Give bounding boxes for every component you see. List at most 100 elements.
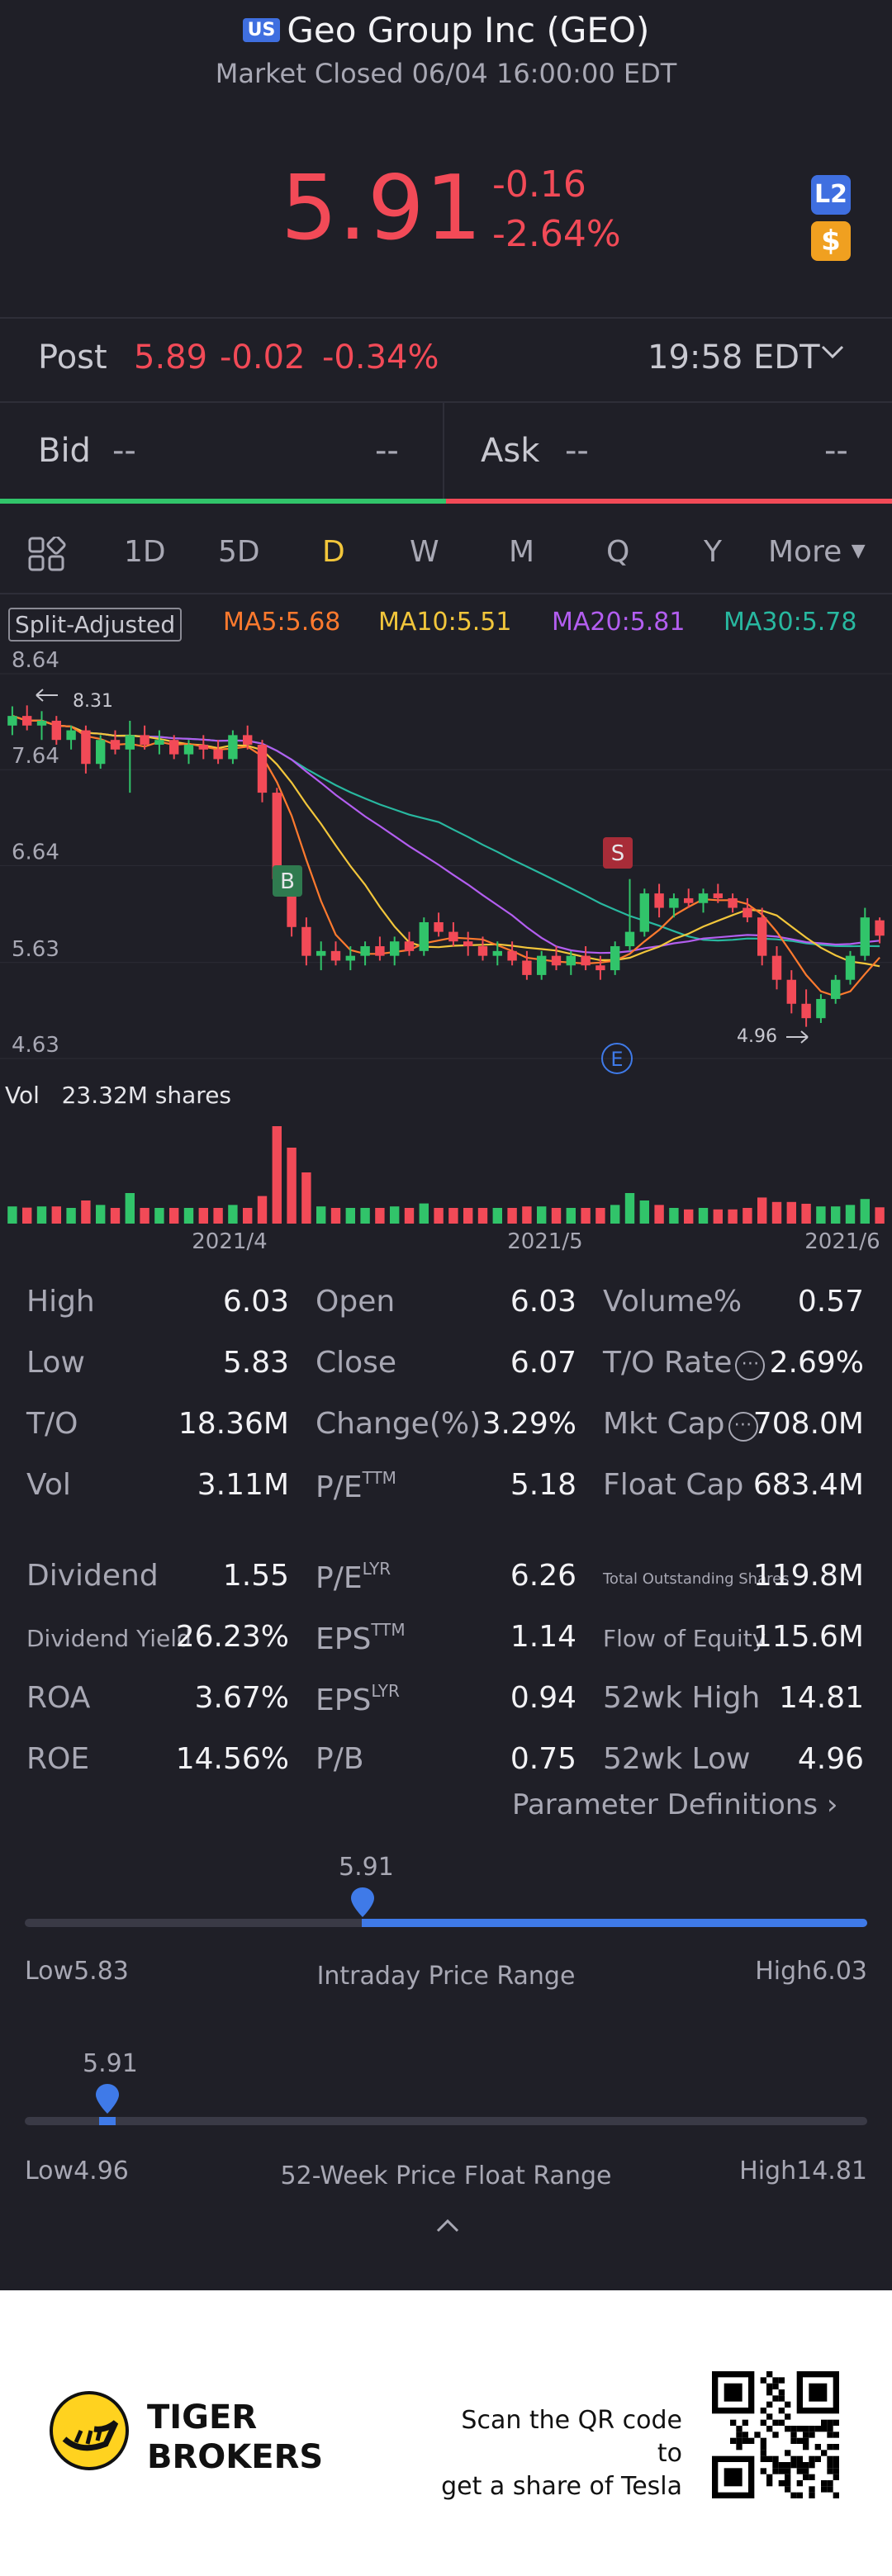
chevron-down-icon[interactable] (819, 335, 846, 376)
qr-module (778, 2419, 785, 2426)
dollar-badge[interactable]: $ (811, 221, 851, 261)
candle-body (375, 946, 385, 956)
ask-price: -- (565, 432, 589, 470)
stat-value: 14.81 (778, 1681, 864, 1715)
divider (0, 401, 892, 403)
tab-daily[interactable]: D (322, 535, 345, 569)
volume-bar (390, 1206, 400, 1224)
candle-body (566, 955, 576, 966)
tab-weekly[interactable]: W (410, 535, 439, 569)
qr-module (809, 2486, 815, 2493)
qr-module (736, 2432, 743, 2438)
qr-module (790, 2462, 797, 2469)
grid-icon[interactable] (28, 535, 66, 571)
ma20-label: MA20:5.81 (552, 608, 686, 637)
candle-body (477, 946, 488, 956)
volume-bar (551, 1208, 562, 1224)
more-info-icon[interactable]: ⋯ (735, 1351, 766, 1380)
qr-module (766, 2455, 773, 2462)
x-tick-label: 2021/4 (192, 1229, 267, 1254)
candle-body (287, 878, 297, 927)
intraday-high-label: High (755, 1957, 813, 1986)
volume-label-text: Vol (5, 1082, 40, 1109)
price-chart[interactable]: 8.647.646.645.634.63 2021/4 2021/5 2021/6 … (0, 594, 892, 1255)
qr-module (814, 2426, 821, 2432)
y-tick-label: 8.64 (12, 648, 59, 673)
week52-range-fill (99, 2117, 116, 2125)
volume-bar (125, 1193, 135, 1224)
stat-label-text: 52wk High (603, 1681, 761, 1715)
stat-label-text: Dividend (26, 1559, 159, 1593)
volume-bar (463, 1208, 473, 1224)
volume-bar (272, 1126, 282, 1224)
stat-value: 0.75 (510, 1742, 576, 1776)
stat-label: Close (316, 1346, 396, 1380)
post-price: 5.89 (134, 339, 208, 376)
stat-label: Vol (26, 1468, 71, 1502)
candle-body (51, 720, 61, 741)
qr-module (803, 2474, 809, 2480)
stat-value: 6.07 (510, 1346, 576, 1380)
tab-monthly[interactable]: M (509, 535, 535, 569)
qr-module (730, 2419, 737, 2426)
qr-module (760, 2437, 766, 2444)
tab-5d[interactable]: 5D (218, 535, 260, 569)
volume-bar (375, 1208, 385, 1224)
candle-body (66, 730, 76, 741)
stat-label-suffix: TTM (362, 1468, 396, 1488)
candle-body (537, 955, 547, 975)
qr-module (827, 2462, 833, 2469)
volume-value: 23.32M shares (61, 1082, 232, 1109)
stat-value: 3.67% (194, 1681, 289, 1715)
qr-module (803, 2444, 809, 2451)
qr-module (803, 2468, 809, 2474)
stock-title: US Geo Group Inc (GEO) (0, 10, 892, 50)
post-change: -0.02 (220, 339, 306, 376)
market-status: Market Closed 06/04 16:00:00 EDT (215, 58, 677, 89)
split-adjusted-toggle[interactable]: Split-Adjusted (8, 608, 183, 642)
qr-module (827, 2426, 833, 2432)
candle-body (639, 893, 649, 932)
earnings-marker-label: E (610, 1048, 623, 1071)
tab-more[interactable]: More ▼ (768, 535, 866, 569)
collapse-chevron-up-icon[interactable] (434, 2216, 461, 2239)
more-info-icon[interactable]: ⋯ (728, 1412, 758, 1442)
volume-bar (743, 1208, 752, 1224)
tab-1d[interactable]: 1D (124, 535, 166, 569)
parameter-definitions-link[interactable]: Parameter Definitions › (512, 1788, 837, 1821)
tab-quarterly[interactable]: Q (606, 535, 630, 569)
stat-label: Dividend (26, 1559, 159, 1593)
qr-module (790, 2426, 797, 2432)
intraday-low-label: Low (25, 1957, 74, 1986)
qr-module (742, 2419, 748, 2426)
bid-label: Bid (38, 432, 91, 470)
qr-module (796, 2468, 803, 2474)
candle-body (786, 979, 796, 1004)
tab-yearly[interactable]: Y (704, 535, 722, 569)
level2-badge[interactable]: L2 (811, 175, 851, 215)
qr-module (785, 2413, 791, 2420)
stat-label: Float Cap (603, 1468, 743, 1502)
volume-bar (477, 1208, 488, 1224)
qr-finder-module (809, 2383, 828, 2402)
location-pin-icon (96, 2084, 119, 2114)
volume-bar (610, 1205, 620, 1224)
qr-module (803, 2462, 809, 2469)
qr-module (833, 2492, 839, 2498)
candle-body (463, 941, 473, 947)
qr-finder-module (724, 2468, 743, 2487)
volume-bar (434, 1208, 444, 1224)
qr-module (809, 2474, 815, 2480)
volume-bar (492, 1208, 502, 1224)
qr-module (796, 2455, 803, 2462)
week52-low: Low4.96 (25, 2157, 129, 2185)
y-tick-label: 7.64 (12, 744, 59, 769)
stat-value: 115.6M (752, 1620, 864, 1654)
candle-body (743, 907, 752, 918)
sell-marker-label: S (611, 841, 625, 866)
stock-name: Geo Group Inc (GEO) (287, 10, 650, 50)
qr-module (796, 2462, 803, 2469)
candle-body (434, 921, 444, 932)
high-annotation: 8.31 (73, 691, 113, 712)
candle-body (243, 735, 253, 745)
